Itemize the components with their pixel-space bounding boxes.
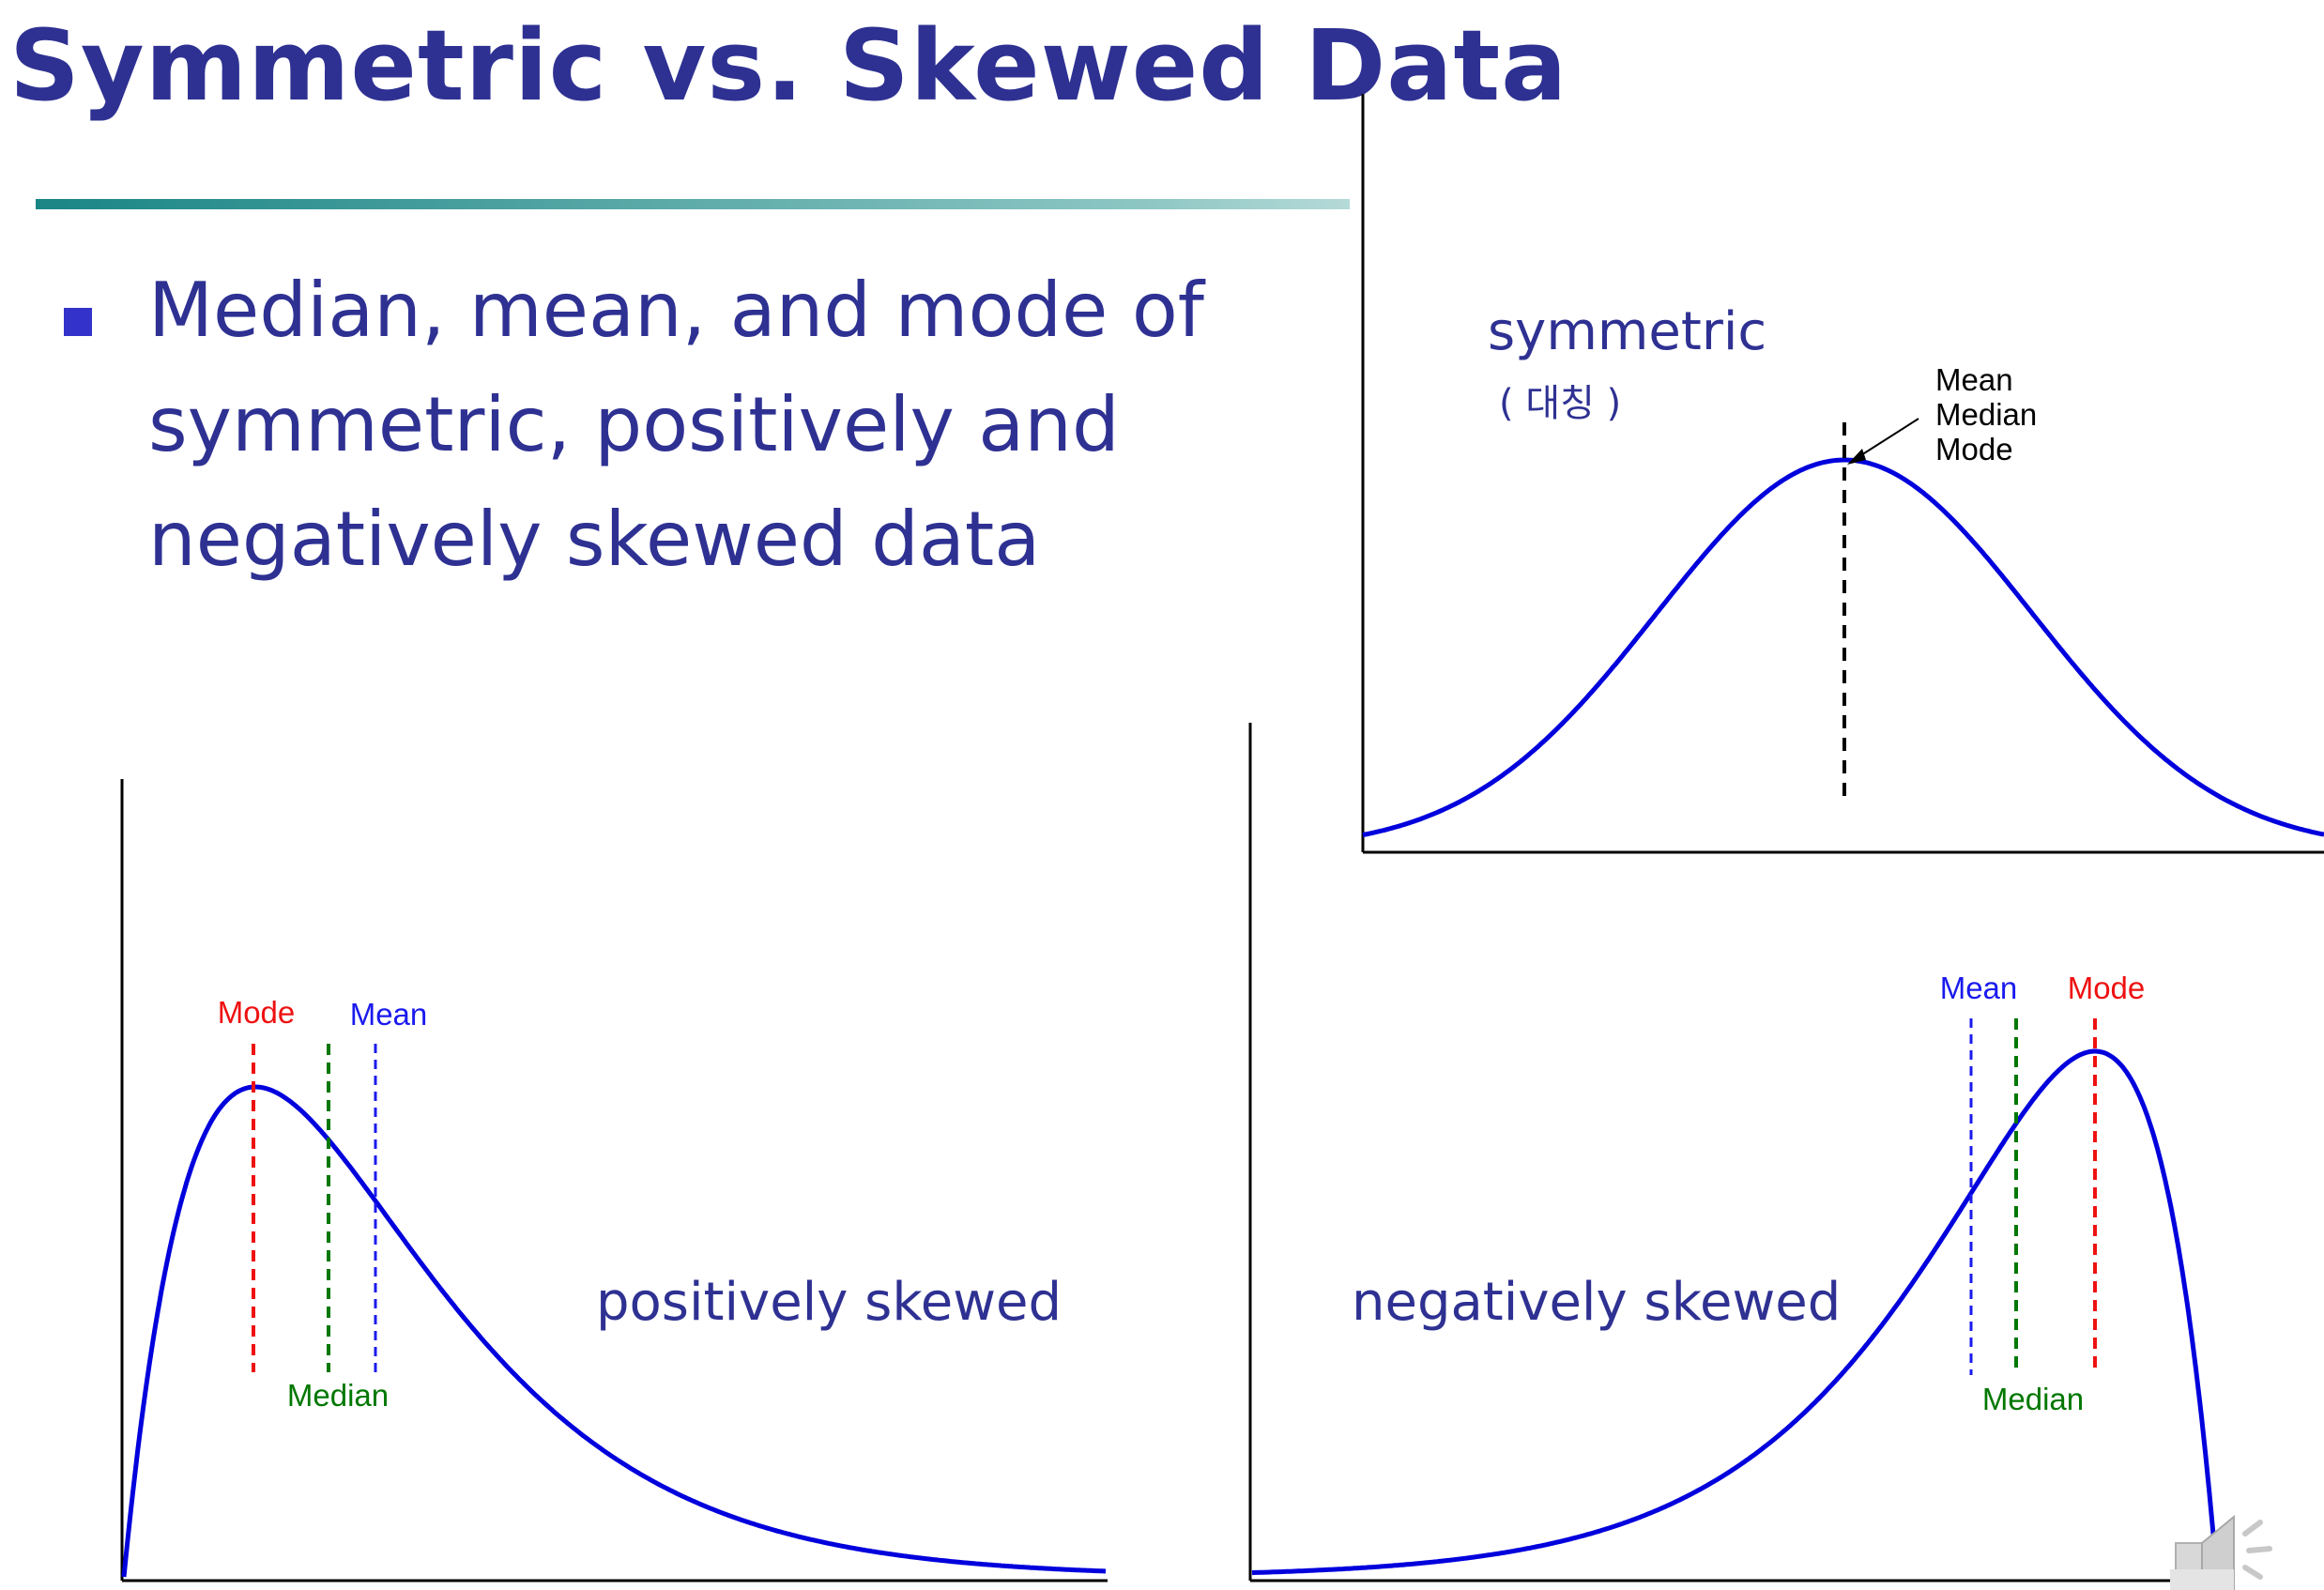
negative-mode-label: Mode [2068, 971, 2146, 1005]
symmetric-curve [1362, 457, 2324, 837]
negative-median-label: Median [1982, 1382, 2084, 1416]
positive-skew-curve [121, 1084, 1107, 1578]
positive-median-label: Median [287, 1378, 389, 1413]
negative-skew-figure: Mean Mode Median negatively skewed [1248, 723, 2234, 1582]
symmetric-median-label: Median [1935, 397, 2037, 432]
symmetric-pointer-line [1853, 418, 1919, 461]
speaker-icon[interactable] [2168, 1511, 2281, 1590]
symmetric-mode-label: Mode [1935, 432, 2013, 466]
bullet-text: Median, mean, and mode of symmetric, pos… [148, 267, 1204, 583]
symmetric-caption: symmetric [1488, 301, 1766, 362]
slide-title: Symmetric vs. Skewed Data [9, 8, 1568, 123]
positive-mode-label: Mode [218, 995, 296, 1030]
symmetric-mean-label: Mean [1935, 362, 2013, 397]
title-divider [36, 199, 1350, 209]
negative-mean-label: Mean [1940, 971, 2018, 1005]
positive-mean-label: Mean [350, 997, 428, 1032]
square-bullet-icon [64, 308, 92, 336]
negative-skew-caption: negatively skewed [1352, 1272, 1841, 1333]
positive-skew-figure: Mode Mean Median positively skewed [120, 779, 1108, 1582]
symmetric-handwritten-note: ( 대칭 ) [1499, 382, 1621, 425]
negative-skew-curve [1251, 1048, 2220, 1578]
symmetric-pointer-arrow [1847, 449, 1866, 465]
symmetric-figure: symmetric ( 대칭 ) Mean Median Mode [1361, 94, 2324, 854]
positive-skew-caption: positively skewed [596, 1272, 1062, 1333]
